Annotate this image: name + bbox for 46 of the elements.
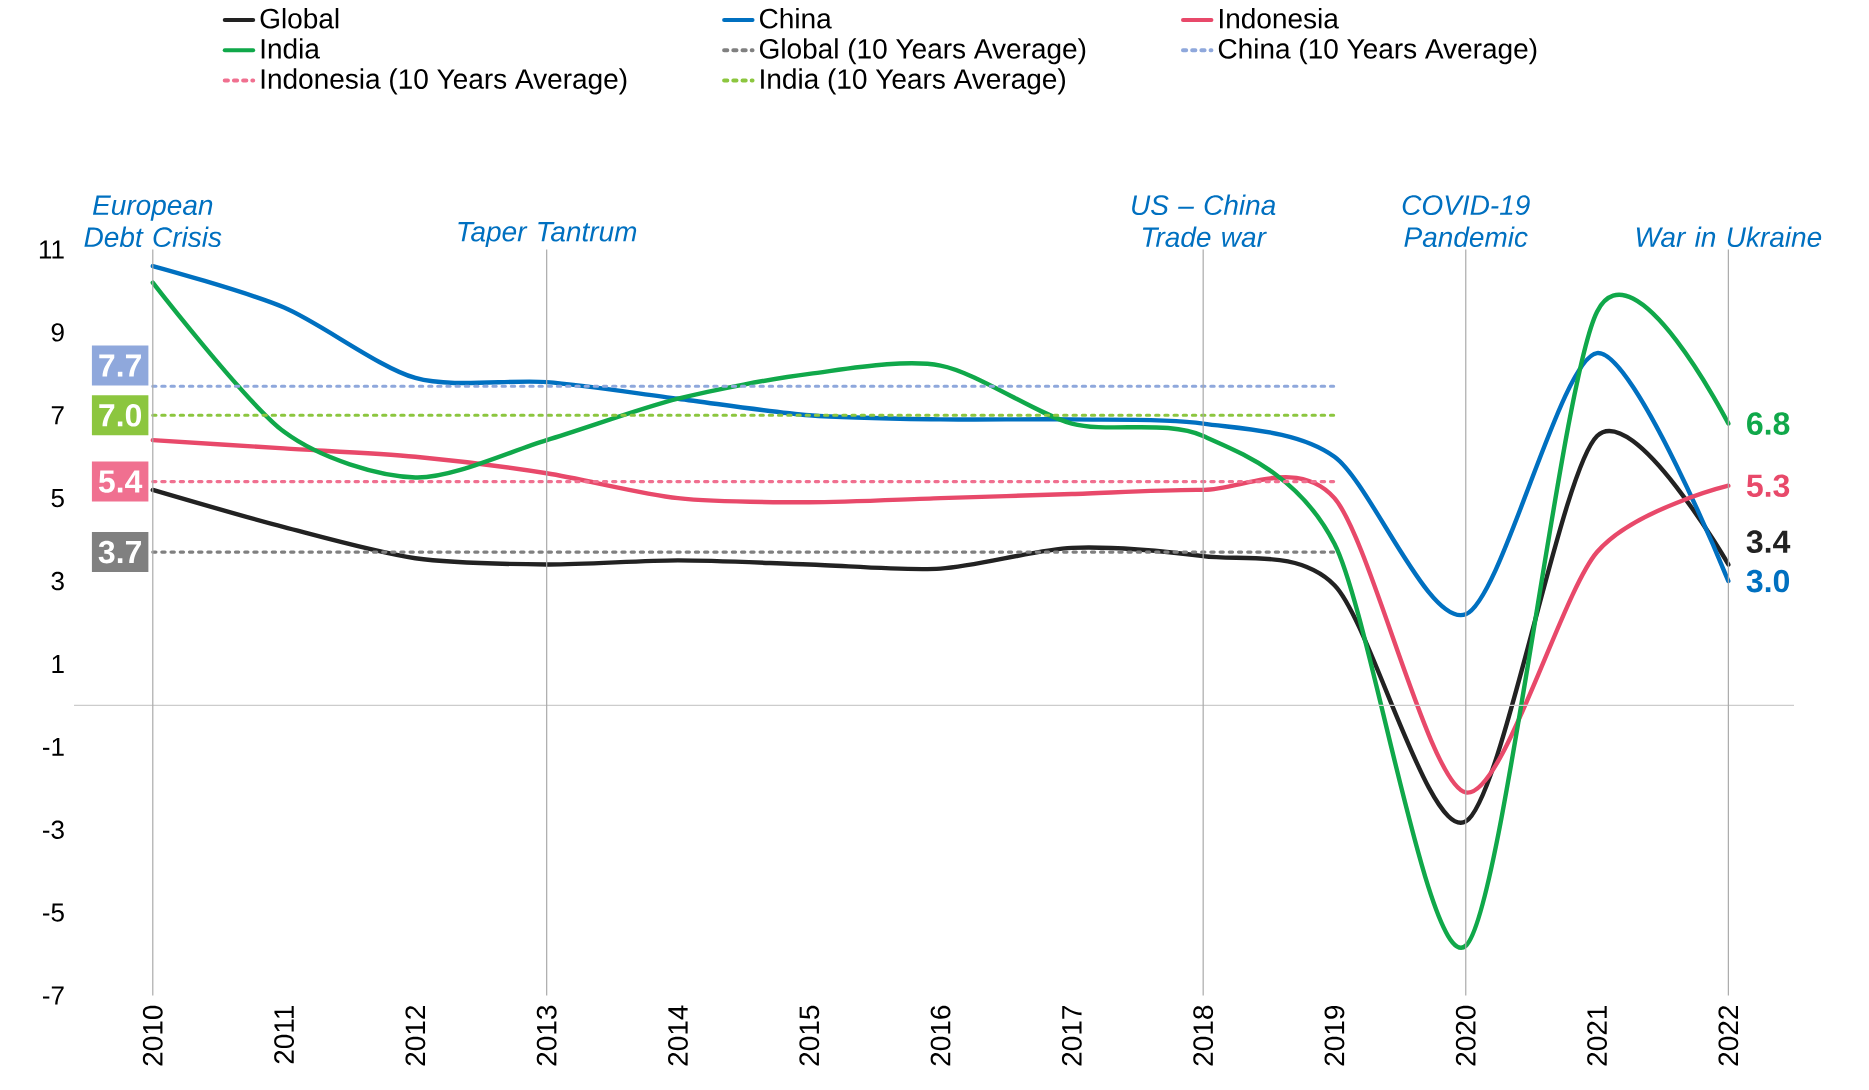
x-tick-label: 2012 — [405, 1006, 426, 1066]
x-tick-label: 2018 — [1193, 1006, 1214, 1066]
line-series — [150, 280, 1731, 949]
data-label: 3.4 — [1746, 530, 1791, 554]
y-tick-label: 1 — [52, 655, 64, 674]
ref-line-label: War in Ukraine — [1636, 226, 1822, 248]
y-tick-label: 3 — [51, 572, 64, 591]
x-tick-label: 2015 — [799, 1006, 820, 1066]
ref-line-label: European Debt Crisis — [84, 195, 222, 248]
ref-line-label: US – China Trade war — [1132, 194, 1276, 248]
data-label: 5.3 — [1746, 474, 1790, 498]
legend-label: Global — [260, 8, 339, 29]
y-tick-label: 11 — [39, 240, 64, 259]
x-tick-label: 2011 — [274, 1006, 295, 1064]
ref-line-label: Taper Tantrum — [458, 222, 637, 248]
data-label: 3.7 — [98, 540, 141, 564]
legend-label: Global (10 Years Average) — [759, 38, 1086, 65]
y-tick-label: -5 — [42, 903, 64, 922]
line-series — [150, 264, 1731, 617]
ref-line-label: COVID-19 Pandemic — [1402, 195, 1530, 248]
data-label: 7.0 — [99, 404, 142, 427]
legend-label: Indonesia (10 Years Average) — [261, 68, 627, 95]
data-label: 3.0 — [1746, 569, 1790, 593]
y-tick-label: -1 — [42, 738, 64, 757]
x-tick-label: 2020 — [1455, 1005, 1476, 1066]
legend-label: India (10 Years Average) — [761, 68, 1065, 95]
legend-label: India — [261, 38, 320, 59]
data-label: 5.4 — [98, 470, 143, 493]
legend-label: Indonesia — [1220, 8, 1339, 29]
x-tick-label: 2017 — [1061, 1006, 1082, 1066]
x-tick-label: 2022 — [1718, 1006, 1739, 1066]
x-tick-label: 2013 — [536, 1006, 557, 1066]
data-label: 6.8 — [1747, 412, 1790, 436]
y-tick-label: 9 — [51, 323, 64, 342]
x-tick-label: 2021 — [1587, 1006, 1607, 1066]
x-tick-label: 2016 — [930, 1006, 951, 1066]
x-tick-label: 2014 — [668, 1005, 688, 1066]
x-tick-label: 2019 — [1324, 1006, 1345, 1066]
y-tick-label: 7 — [51, 406, 64, 425]
y-tick-label: 5 — [51, 489, 64, 508]
data-label: 7.7 — [99, 354, 141, 377]
y-tick-label: -3 — [42, 820, 64, 840]
legend-label: China — [759, 8, 832, 29]
y-tick-label: -7 — [42, 986, 64, 1005]
x-tick-label: 2010 — [142, 1005, 163, 1066]
legend-label: China (10 Years Average) — [1218, 38, 1537, 65]
